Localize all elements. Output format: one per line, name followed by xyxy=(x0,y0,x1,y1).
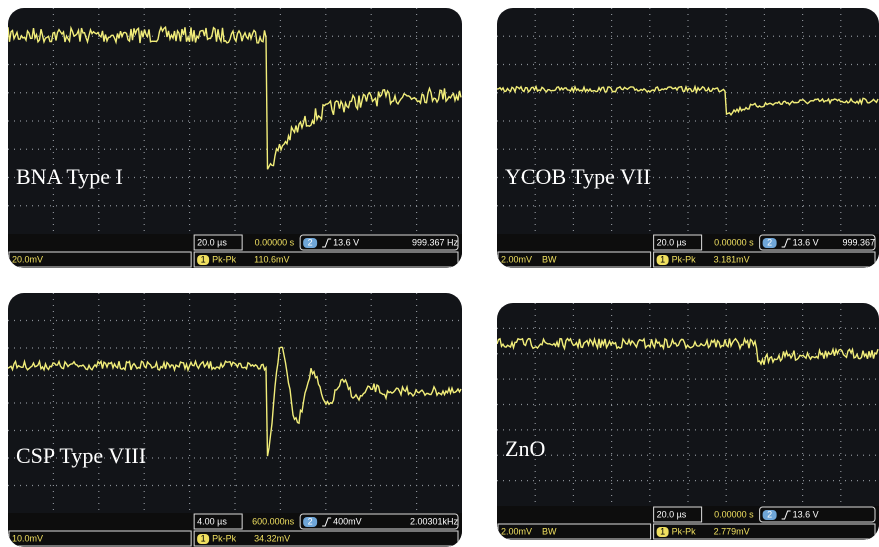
channel: 1 xyxy=(201,533,206,543)
trigger-source: 2 xyxy=(767,509,772,519)
trigger-box xyxy=(299,513,459,530)
timebase-box xyxy=(653,506,703,523)
channel-badge xyxy=(656,255,669,265)
slope-icon xyxy=(322,238,332,248)
slope-icon xyxy=(781,238,791,248)
trigger-box xyxy=(759,234,876,251)
screen xyxy=(497,303,879,540)
panel-label: ZnO xyxy=(505,436,545,461)
screen xyxy=(8,8,462,268)
delay: 0.00000 s xyxy=(714,237,754,247)
channel-badge xyxy=(197,255,210,265)
channel: 1 xyxy=(201,254,206,264)
trigger-level: 400mV xyxy=(333,516,362,526)
trigger-source: 2 xyxy=(308,516,313,526)
channel: 1 xyxy=(660,526,665,536)
trigger-badge xyxy=(762,238,777,248)
trigger-badge xyxy=(762,510,777,520)
trace xyxy=(497,84,879,116)
scope-panel: ZnO 2.00mV BW 20.0 µs 0.00000 s 2 13.6 V 1 Pk-Pk… xyxy=(497,303,879,540)
screen xyxy=(497,8,879,268)
bandwidth: BW xyxy=(542,526,557,536)
panel-label: YCOB Type VII xyxy=(505,164,651,189)
scope-panel: BNA Type I 20.0mV 20.0 µs 0.00000 s 2 13.6 V 9… xyxy=(8,8,462,268)
measure: Pk-Pk xyxy=(212,254,237,264)
channel-badge xyxy=(197,534,210,544)
measure-box xyxy=(653,523,876,540)
delay: 0.00000 s xyxy=(255,237,295,247)
measure: Pk-Pk xyxy=(672,526,697,536)
trigger-level: 13.6 V xyxy=(793,509,819,519)
measure: Pk-Pk xyxy=(672,254,697,264)
bandwidth: BW xyxy=(542,254,557,264)
trigger-box xyxy=(759,506,876,523)
timebase-box xyxy=(193,513,243,530)
measure: Pk-Pk xyxy=(212,533,237,543)
frequency: 2.00301kHz xyxy=(410,516,459,526)
timebase: 20.0 µs xyxy=(657,237,687,247)
status-bar xyxy=(8,513,462,547)
delay: 0.00000 s xyxy=(714,509,754,519)
scale: 2.00mV xyxy=(501,254,532,264)
trigger-badge xyxy=(303,238,318,248)
trigger-source: 2 xyxy=(308,237,313,247)
slope-icon xyxy=(322,517,332,527)
timebase-box xyxy=(193,234,243,251)
trigger-box xyxy=(299,234,459,251)
measure-value: 2.779mV xyxy=(714,526,750,536)
timebase: 20.0 µs xyxy=(657,509,687,519)
scale: 20.0mV xyxy=(12,254,43,264)
timebase: 20.0 µs xyxy=(197,237,227,247)
measure-box xyxy=(193,251,459,268)
trace xyxy=(8,25,462,170)
scope-panel: CSP Type VIII 10.0mV 4.00 µs 600.000ns 2 400m… xyxy=(8,293,462,547)
delay: 600.000ns xyxy=(252,516,295,526)
timebase-box xyxy=(653,234,703,251)
trigger-level: 13.6 V xyxy=(793,237,819,247)
status-bar xyxy=(497,234,879,268)
slope-icon xyxy=(781,510,791,520)
measure-box xyxy=(193,530,459,547)
status-bar xyxy=(8,234,462,268)
measure-value: 110.6mV xyxy=(254,254,289,264)
trigger-badge xyxy=(303,517,318,527)
scale: 2.00mV xyxy=(501,526,532,536)
timebase: 4.00 µs xyxy=(197,516,227,526)
scale: 10.0mV xyxy=(12,533,43,543)
measure-box xyxy=(653,251,876,268)
measure-value: 3.181mV xyxy=(714,254,750,264)
trace xyxy=(497,336,879,366)
measure-value: 34.32mV xyxy=(254,533,290,543)
frequency: 999.367 xyxy=(842,237,875,247)
panel-label: BNA Type I xyxy=(16,164,123,189)
frequency: 999.367 Hz xyxy=(412,237,459,247)
trace xyxy=(8,346,462,457)
status-bar xyxy=(497,506,879,540)
channel-badge xyxy=(656,527,669,537)
trigger-level: 13.6 V xyxy=(333,237,359,247)
trigger-source: 2 xyxy=(767,237,772,247)
panel-label: CSP Type VIII xyxy=(16,443,146,468)
channel: 1 xyxy=(660,254,665,264)
